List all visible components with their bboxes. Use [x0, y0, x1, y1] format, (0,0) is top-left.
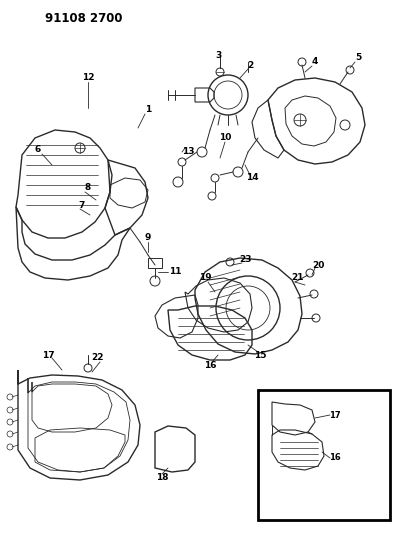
Text: 2: 2: [247, 61, 253, 69]
Text: 14: 14: [246, 174, 258, 182]
Text: 23: 23: [239, 255, 251, 264]
Text: 16: 16: [329, 454, 341, 463]
Text: 91108 2700: 91108 2700: [45, 12, 122, 25]
Text: 19: 19: [199, 273, 211, 282]
Text: 6: 6: [35, 146, 41, 155]
Text: 17: 17: [42, 351, 55, 359]
Text: 12: 12: [82, 74, 94, 83]
Text: 9: 9: [145, 233, 151, 243]
Text: 17: 17: [329, 410, 341, 419]
Text: 15: 15: [254, 351, 266, 359]
Text: 18: 18: [156, 473, 168, 482]
Text: 10: 10: [219, 133, 231, 142]
Text: 21: 21: [292, 273, 304, 282]
Text: 5: 5: [355, 53, 361, 62]
Text: 4: 4: [312, 58, 318, 67]
Text: 13: 13: [182, 148, 194, 157]
Text: 3: 3: [215, 51, 221, 60]
Text: 11: 11: [169, 268, 181, 277]
Text: 8: 8: [85, 183, 91, 192]
Text: 1: 1: [145, 106, 151, 115]
Text: 16: 16: [204, 360, 216, 369]
Text: 22: 22: [92, 353, 104, 362]
Text: 20: 20: [312, 261, 324, 270]
Text: 7: 7: [79, 200, 85, 209]
Bar: [258, 390, 390, 520]
